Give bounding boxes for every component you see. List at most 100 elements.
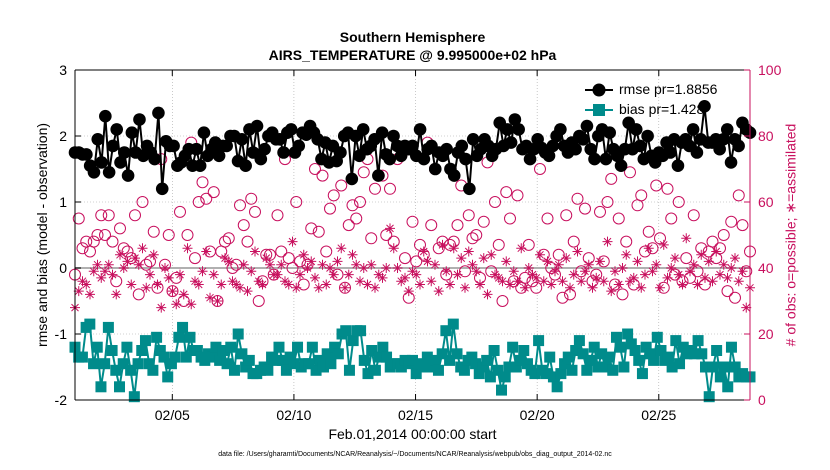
obs-assimilated-point bbox=[265, 259, 275, 270]
bias-point bbox=[662, 351, 674, 363]
rmse-point bbox=[197, 126, 211, 139]
obs-assimilated-point bbox=[250, 246, 260, 257]
bias-point bbox=[273, 341, 285, 353]
obs-possible-point bbox=[556, 291, 569, 304]
rmse-point bbox=[501, 123, 514, 136]
bias-point bbox=[76, 351, 88, 363]
obs-assimilated-point bbox=[640, 269, 650, 280]
obs-assimilated-point bbox=[276, 259, 287, 270]
bias-point bbox=[332, 348, 344, 360]
obs-assimilated-point bbox=[602, 236, 613, 247]
obs-assimilated-point bbox=[550, 266, 560, 277]
obs-assimilated-point bbox=[392, 263, 403, 273]
rmse-point bbox=[413, 123, 427, 136]
obs-assimilated-point bbox=[396, 276, 407, 287]
obs-assimilated-point bbox=[122, 256, 133, 267]
rmse-point bbox=[250, 119, 264, 133]
x-axis-label: Feb.01,2014 00:00:00 start bbox=[328, 426, 497, 442]
obs-assimilated-point bbox=[373, 269, 384, 280]
obs-possible-point bbox=[324, 202, 336, 215]
obs-possible-point bbox=[84, 245, 96, 258]
obs-assimilated-point bbox=[463, 246, 474, 257]
obs-possible-point bbox=[567, 235, 580, 248]
obs-assimilated-point bbox=[565, 282, 575, 293]
obs-possible-point bbox=[654, 232, 666, 245]
rmse-point bbox=[428, 162, 442, 176]
obs-possible-point bbox=[616, 288, 629, 301]
obs-possible-point bbox=[189, 252, 201, 265]
obs-assimilated-point bbox=[568, 269, 579, 280]
bias-point bbox=[725, 341, 737, 353]
obs-possible-point bbox=[594, 205, 606, 218]
bias-point bbox=[102, 321, 114, 333]
obs-assimilated-point bbox=[115, 249, 125, 260]
y-tick-label-right: 0 bbox=[758, 392, 766, 408]
obs-possible-point bbox=[714, 242, 726, 255]
obs-possible-point bbox=[665, 212, 678, 225]
obs-possible-point bbox=[650, 179, 663, 192]
bias-point bbox=[125, 364, 137, 376]
obs-assimilated-point bbox=[411, 269, 422, 280]
rmse-point bbox=[375, 126, 389, 139]
bias-point bbox=[610, 331, 622, 343]
obs-possible-point bbox=[601, 196, 614, 208]
obs-assimilated-point bbox=[730, 253, 740, 264]
bias-point bbox=[503, 361, 515, 373]
obs-possible-point bbox=[316, 169, 329, 182]
obs-assimilated-point bbox=[137, 243, 148, 254]
rmse-point bbox=[417, 152, 431, 166]
obs-assimilated-point bbox=[272, 269, 283, 280]
rmse-point bbox=[459, 152, 472, 166]
obs-assimilated-point bbox=[460, 282, 470, 293]
obs-possible-point bbox=[605, 172, 618, 185]
obs-possible-point bbox=[489, 196, 501, 208]
obs-possible-point bbox=[95, 209, 108, 222]
rmse-point bbox=[614, 159, 628, 172]
obs-possible-point bbox=[354, 196, 366, 208]
bias-point bbox=[128, 391, 140, 403]
obs-possible-point bbox=[725, 215, 738, 228]
obs-assimilated-point bbox=[617, 263, 628, 273]
obs-assimilated-point bbox=[403, 286, 414, 297]
obs-possible-point bbox=[612, 212, 625, 225]
bias-point bbox=[644, 348, 656, 360]
rmse-point bbox=[724, 156, 738, 169]
obs-assimilated-point bbox=[628, 272, 639, 283]
y-tick-label-right: 60 bbox=[758, 194, 774, 210]
bias-point bbox=[510, 361, 522, 373]
obs-possible-point bbox=[76, 242, 89, 255]
rmse-point bbox=[193, 159, 207, 172]
bias-point bbox=[651, 331, 663, 343]
obs-assimilated-point bbox=[527, 269, 538, 280]
obs-assimilated-point bbox=[733, 276, 744, 287]
bias-point bbox=[562, 351, 574, 363]
bias-point bbox=[358, 354, 370, 366]
bias-point bbox=[381, 351, 393, 363]
y-tick-label-left: 3 bbox=[59, 62, 67, 78]
bias-point bbox=[184, 331, 196, 343]
bias-point bbox=[191, 345, 203, 356]
bias-point bbox=[521, 358, 533, 370]
obs-assimilated-point bbox=[242, 286, 253, 297]
bias-point bbox=[114, 381, 126, 393]
obs-assimilated-point bbox=[433, 286, 444, 297]
rmse-point bbox=[334, 146, 347, 159]
rmse-point bbox=[284, 123, 298, 136]
obs-assimilated-point bbox=[486, 249, 497, 260]
bias-point bbox=[699, 361, 711, 373]
obs-possible-point bbox=[672, 196, 685, 208]
bias-point bbox=[395, 361, 407, 373]
bias-point bbox=[306, 341, 318, 353]
rmse-point bbox=[584, 142, 598, 156]
bias-point bbox=[418, 361, 430, 373]
obs-possible-point bbox=[466, 232, 479, 245]
bias-point bbox=[158, 351, 170, 363]
legend-marker-bias bbox=[585, 104, 613, 116]
obs-assimilated-point bbox=[497, 276, 508, 287]
rmse-point bbox=[629, 123, 643, 136]
obs-possible-point bbox=[294, 255, 306, 268]
bias-point bbox=[666, 361, 678, 373]
obs-possible-point bbox=[275, 245, 288, 258]
bias-point bbox=[236, 348, 248, 360]
